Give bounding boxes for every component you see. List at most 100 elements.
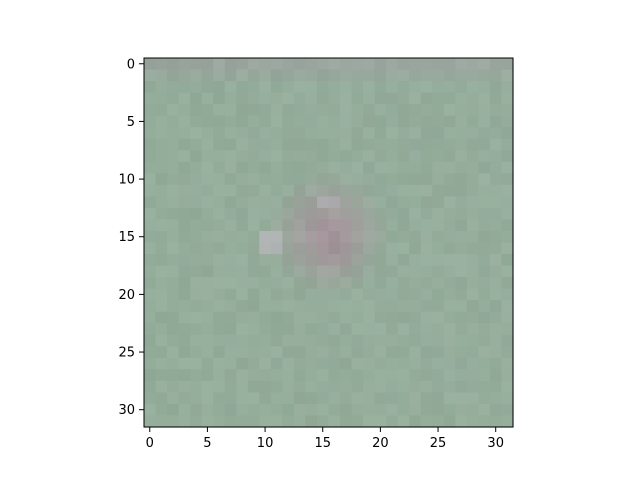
image-pixel [282,58,295,71]
image-pixel [432,230,445,244]
image-pixel [247,392,260,405]
image-pixel [466,161,480,174]
image-pixel [386,115,399,128]
image-pixel [236,104,249,117]
image-pixel [340,196,353,209]
image-pixel [432,380,445,394]
image-pixel [466,415,480,428]
image-pixel [293,230,307,244]
image-pixel [432,173,445,186]
image-pixel [455,104,468,117]
image-pixel [178,357,191,370]
image-pixel [443,323,456,336]
image-pixel [351,346,364,359]
image-pixel [270,357,283,370]
image-pixel [213,184,226,197]
image-pixel [455,369,468,382]
image-pixel [201,69,214,82]
image-pixel [190,403,203,417]
image-pixel [432,127,445,140]
image-pixel [259,69,272,82]
image-pixel [340,127,353,140]
image-pixel [282,219,295,232]
image-pixel [178,346,191,359]
image-pixel [466,265,480,278]
image-pixel [351,196,364,209]
image-pixel [409,380,422,394]
image-pixel [340,230,353,244]
image-pixel [236,150,249,163]
image-pixel [489,196,503,209]
image-pixel [443,415,456,428]
image-pixel [420,115,433,128]
image-pixel [328,380,341,394]
image-pixel [397,58,410,71]
image-pixel [386,334,399,347]
image-pixel [478,219,491,232]
image-pixel [190,92,203,105]
image-pixel [316,92,330,105]
image-pixel [501,311,514,324]
image-pixel [167,161,180,174]
image-pixel [155,92,168,105]
image-pixel [455,161,468,174]
image-pixel [236,311,249,324]
image-pixel [201,380,214,394]
image-pixel [478,115,491,128]
image-pixel [213,115,226,128]
image-pixel [443,58,456,71]
image-pixel [282,69,295,82]
image-pixel [282,323,295,336]
image-pixel [489,415,503,428]
image-pixel [328,254,341,267]
image-pixel [386,369,399,382]
image-pixel [144,323,157,336]
image-pixel [489,173,503,186]
image-pixel [259,369,272,382]
image-pixel [236,369,249,382]
image-pixel [213,219,226,232]
image-pixel [455,196,468,209]
image-pixel [282,138,295,151]
image-pixel [363,161,376,174]
image-pixel [397,92,410,105]
image-pixel [155,300,168,313]
image-pixel [316,403,330,417]
image-pixel [340,219,353,232]
image-pixel [144,369,157,382]
image-pixel [144,392,157,405]
image-pixel [420,58,433,71]
image-pixel [167,138,180,151]
image-pixel [305,369,318,382]
image-pixel [443,380,456,394]
image-pixel [270,173,283,186]
image-pixel [432,334,445,347]
image-pixel [316,81,330,94]
image-pixel [305,207,318,221]
image-pixel [201,415,214,428]
image-pixel [432,265,445,278]
image-pixel [340,173,353,186]
image-pixel [167,392,180,405]
image-pixel [178,277,191,290]
image-pixel [374,311,387,324]
image-pixel [155,58,168,71]
image-pixel [420,277,433,290]
image-pixel [340,311,353,324]
image-pixel [351,207,364,221]
image-pixel [489,392,503,405]
image-pixel [478,323,491,336]
image-pixel [144,219,157,232]
image-pixel [236,323,249,336]
image-pixel [247,346,260,359]
image-pixel [501,265,514,278]
image-pixel [489,115,503,128]
image-pixel [328,58,341,71]
image-pixel [328,357,341,370]
image-pixel [201,369,214,382]
image-pixel [501,380,514,394]
image-pixel [178,219,191,232]
image-pixel [213,127,226,140]
image-pixel [351,81,364,94]
image-pixel [305,380,318,394]
